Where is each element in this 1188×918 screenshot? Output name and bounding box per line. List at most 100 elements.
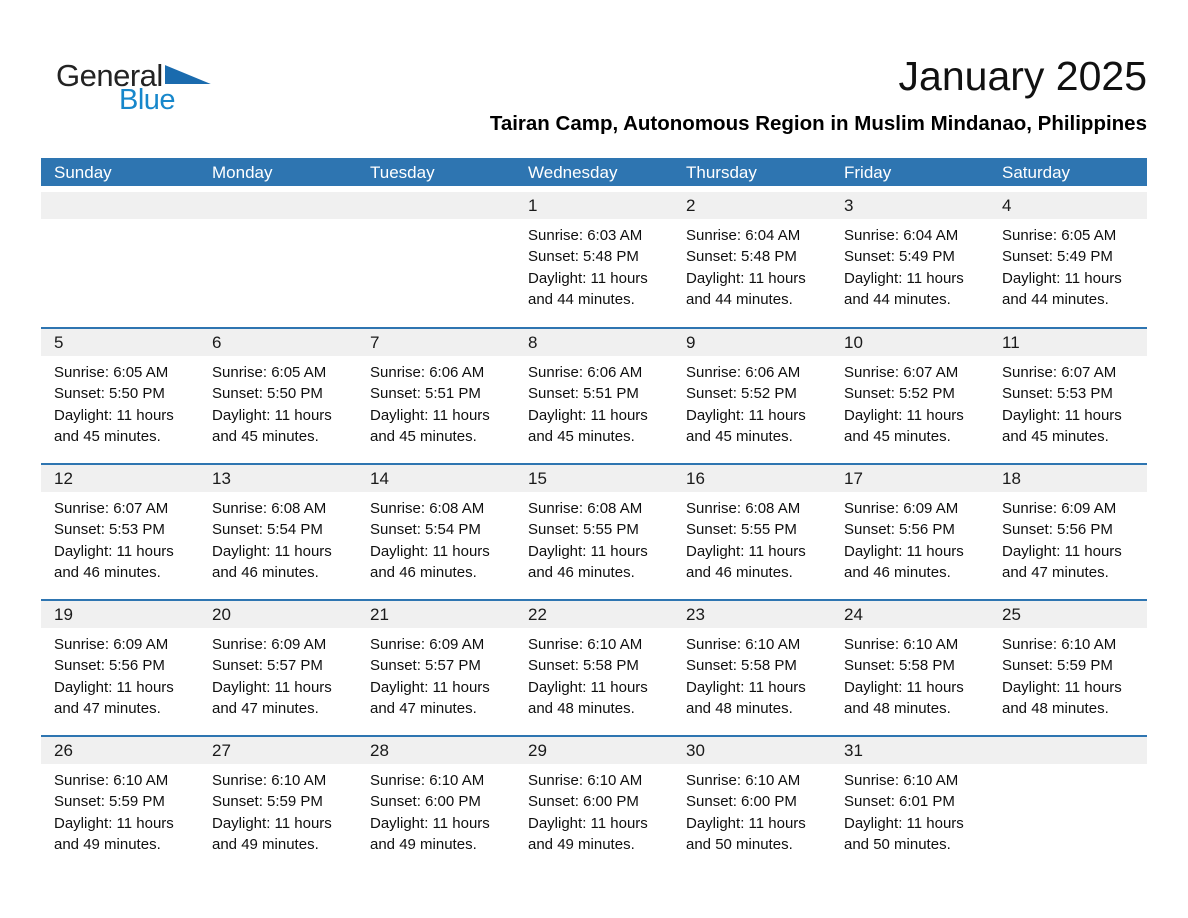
- daylight-text: Daylight: 11 hours and 47 minutes.: [212, 678, 332, 718]
- daylight-text: Daylight: 11 hours and 45 minutes.: [54, 406, 174, 446]
- day-number: 22: [515, 601, 673, 628]
- day-info: Sunrise: 6:08 AM Sunset: 5:54 PM Daylight:…: [357, 492, 515, 584]
- calendar-table: Sunday Monday Tuesday Wednesday Thursday Frid…: [41, 158, 1147, 871]
- day-number: 23: [673, 601, 831, 628]
- daylight-text: Daylight: 11 hours and 47 minutes.: [54, 678, 174, 718]
- daylight-text: Daylight: 11 hours and 49 minutes.: [370, 814, 490, 854]
- daylight-text: Daylight: 11 hours and 49 minutes.: [528, 814, 648, 854]
- day-number: 18: [989, 465, 1147, 492]
- daylight-text: Daylight: 11 hours and 48 minutes.: [844, 678, 964, 718]
- day-number: 26: [41, 737, 199, 764]
- day-info: Sunrise: 6:10 AM Sunset: 6:01 PM Daylight:…: [831, 764, 989, 856]
- sunset-text: Sunset: 5:51 PM: [528, 385, 639, 403]
- day-number: 27: [199, 737, 357, 764]
- day-cell-7: 7 Sunrise: 6:06 AM Sunset: 5:51 PM Daylight…: [357, 329, 515, 463]
- day-cell-10: 10 Sunrise: 6:07 AM Sunset: 5:52 PM Dayligh…: [831, 329, 989, 463]
- daylight-text: Daylight: 11 hours and 46 minutes.: [212, 542, 332, 582]
- day-cell-1: 1 Sunrise: 6:03 AM Sunset: 5:48 PM Daylight…: [515, 192, 673, 327]
- sunrise-text: Sunrise: 6:04 AM: [686, 227, 801, 244]
- day-cell-16: 16 Sunrise: 6:08 AM Sunset: 5:55 PM Dayligh…: [673, 465, 831, 599]
- weekday-header-monday: Monday: [212, 163, 273, 182]
- empty-day-cell: [989, 737, 1147, 871]
- weekday-header-friday: Friday: [844, 163, 892, 182]
- sunrise-text: Sunrise: 6:09 AM: [370, 636, 485, 653]
- daylight-text: Daylight: 11 hours and 46 minutes.: [54, 542, 174, 582]
- day-number: 9: [673, 329, 831, 356]
- day-cell-3: 3 Sunrise: 6:04 AM Sunset: 5:49 PM Daylight…: [831, 192, 989, 327]
- sunrise-text: Sunrise: 6:06 AM: [686, 364, 801, 381]
- day-number-band-empty: [41, 192, 199, 219]
- sunset-text: Sunset: 6:00 PM: [370, 793, 481, 811]
- daylight-text: Daylight: 11 hours and 46 minutes.: [686, 542, 806, 582]
- general-blue-logo: General Blue: [56, 59, 296, 132]
- sunrise-text: Sunrise: 6:08 AM: [370, 500, 485, 517]
- day-info: Sunrise: 6:07 AM Sunset: 5:52 PM Daylight:…: [831, 356, 989, 448]
- sunset-text: Sunset: 5:59 PM: [1002, 657, 1113, 675]
- daylight-text: Daylight: 11 hours and 44 minutes.: [844, 269, 964, 309]
- day-info: Sunrise: 6:10 AM Sunset: 5:59 PM Daylight:…: [989, 628, 1147, 720]
- sunset-text: Sunset: 5:54 PM: [370, 521, 481, 539]
- week-row-1: 1 Sunrise: 6:03 AM Sunset: 5:48 PM Daylight…: [41, 192, 1147, 327]
- daylight-text: Daylight: 11 hours and 49 minutes.: [212, 814, 332, 854]
- sunset-text: Sunset: 5:57 PM: [212, 657, 323, 675]
- day-number: 3: [831, 192, 989, 219]
- sunrise-text: Sunrise: 6:08 AM: [528, 500, 643, 517]
- day-info: Sunrise: 6:10 AM Sunset: 5:58 PM Daylight:…: [673, 628, 831, 720]
- sunset-text: Sunset: 5:52 PM: [686, 385, 797, 403]
- sunset-text: Sunset: 5:48 PM: [686, 248, 797, 266]
- day-info: Sunrise: 6:10 AM Sunset: 5:59 PM Daylight:…: [199, 764, 357, 856]
- sunrise-text: Sunrise: 6:06 AM: [528, 364, 643, 381]
- day-cell-2: 2 Sunrise: 6:04 AM Sunset: 5:48 PM Daylight…: [673, 192, 831, 327]
- day-cell-11: 11 Sunrise: 6:07 AM Sunset: 5:53 PM Dayligh…: [989, 329, 1147, 463]
- day-info: Sunrise: 6:09 AM Sunset: 5:56 PM Daylight:…: [831, 492, 989, 584]
- header-text-block: January 2025 Tairan Camp, Autonomous Reg…: [490, 53, 1147, 136]
- sunset-text: Sunset: 5:56 PM: [844, 521, 955, 539]
- day-number: 14: [357, 465, 515, 492]
- sunrise-text: Sunrise: 6:05 AM: [54, 364, 169, 381]
- sunrise-text: Sunrise: 6:09 AM: [54, 636, 169, 653]
- day-cell-24: 24 Sunrise: 6:10 AM Sunset: 5:58 PM Dayligh…: [831, 601, 989, 735]
- daylight-text: Daylight: 11 hours and 46 minutes.: [370, 542, 490, 582]
- daylight-text: Daylight: 11 hours and 46 minutes.: [528, 542, 648, 582]
- day-cell-27: 27 Sunrise: 6:10 AM Sunset: 5:59 PM Dayligh…: [199, 737, 357, 871]
- sunrise-text: Sunrise: 6:09 AM: [212, 636, 327, 653]
- day-cell-29: 29 Sunrise: 6:10 AM Sunset: 6:00 PM Dayligh…: [515, 737, 673, 871]
- weekday-header-sunday: Sunday: [54, 163, 112, 182]
- day-cell-9: 9 Sunrise: 6:06 AM Sunset: 5:52 PM Daylight…: [673, 329, 831, 463]
- logo-top-row: General: [56, 59, 296, 93]
- day-info: Sunrise: 6:05 AM Sunset: 5:49 PM Daylight:…: [989, 219, 1147, 311]
- day-number: 5: [41, 329, 199, 356]
- sunrise-text: Sunrise: 6:08 AM: [686, 500, 801, 517]
- month-title: January 2025: [898, 53, 1147, 99]
- day-number: 6: [199, 329, 357, 356]
- sunrise-text: Sunrise: 6:08 AM: [212, 500, 327, 517]
- day-cell-6: 6 Sunrise: 6:05 AM Sunset: 5:50 PM Daylight…: [199, 329, 357, 463]
- day-info: Sunrise: 6:06 AM Sunset: 5:52 PM Daylight:…: [673, 356, 831, 448]
- sunset-text: Sunset: 5:59 PM: [54, 793, 165, 811]
- day-number: 25: [989, 601, 1147, 628]
- day-cell-12: 12 Sunrise: 6:07 AM Sunset: 5:53 PM Dayligh…: [41, 465, 199, 599]
- sunrise-text: Sunrise: 6:10 AM: [686, 772, 801, 789]
- daylight-text: Daylight: 11 hours and 44 minutes.: [686, 269, 806, 309]
- sunrise-text: Sunrise: 6:10 AM: [528, 772, 643, 789]
- day-number: 7: [357, 329, 515, 356]
- sunrise-text: Sunrise: 6:10 AM: [1002, 636, 1117, 653]
- day-number: 29: [515, 737, 673, 764]
- week-row-2: 5 Sunrise: 6:05 AM Sunset: 5:50 PM Daylight…: [41, 327, 1147, 463]
- sunset-text: Sunset: 5:57 PM: [370, 657, 481, 675]
- day-info: Sunrise: 6:07 AM Sunset: 5:53 PM Daylight:…: [41, 492, 199, 584]
- day-cell-13: 13 Sunrise: 6:08 AM Sunset: 5:54 PM Dayligh…: [199, 465, 357, 599]
- sunrise-text: Sunrise: 6:03 AM: [528, 227, 643, 244]
- daylight-text: Daylight: 11 hours and 45 minutes.: [686, 406, 806, 446]
- weeks-container: 1 Sunrise: 6:03 AM Sunset: 5:48 PM Daylight…: [41, 192, 1147, 871]
- empty-day-cell: [357, 192, 515, 327]
- day-info: Sunrise: 6:08 AM Sunset: 5:55 PM Daylight:…: [515, 492, 673, 584]
- sunset-text: Sunset: 5:53 PM: [1002, 385, 1113, 403]
- sunset-text: Sunset: 5:50 PM: [54, 385, 165, 403]
- daylight-text: Daylight: 11 hours and 50 minutes.: [844, 814, 964, 854]
- daylight-text: Daylight: 11 hours and 48 minutes.: [528, 678, 648, 718]
- sunset-text: Sunset: 5:55 PM: [528, 521, 639, 539]
- day-info: Sunrise: 6:09 AM Sunset: 5:56 PM Daylight:…: [989, 492, 1147, 584]
- day-cell-5: 5 Sunrise: 6:05 AM Sunset: 5:50 PM Daylight…: [41, 329, 199, 463]
- sunset-text: Sunset: 5:49 PM: [1002, 248, 1113, 266]
